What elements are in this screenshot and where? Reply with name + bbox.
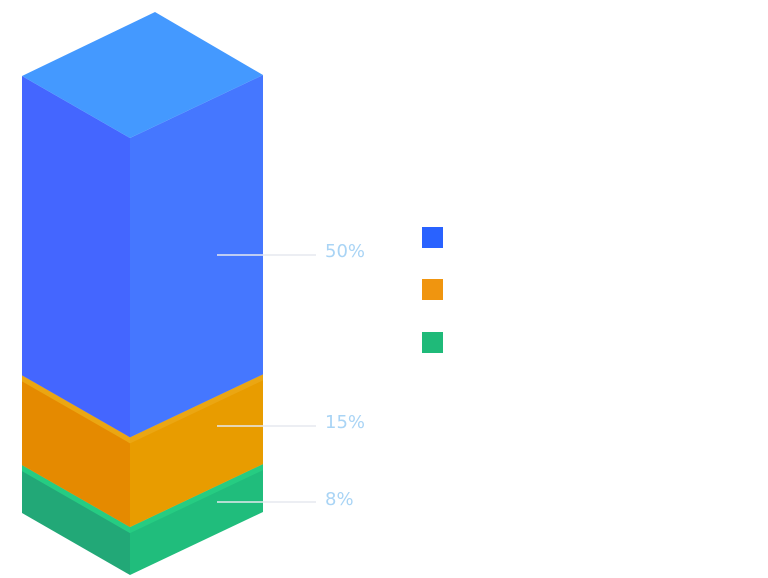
value-label-15pct: 15% — [325, 412, 365, 433]
legend-swatch-50pct — [422, 227, 443, 248]
legend-swatch-15pct — [422, 279, 443, 300]
value-label-50pct: 50% — [325, 241, 365, 262]
legend-swatch-8pct — [422, 332, 443, 353]
column-faces — [22, 12, 263, 575]
legend — [422, 227, 443, 353]
value-label-8pct: 8% — [325, 489, 354, 510]
segment-50pct-right-face — [130, 75, 263, 437]
value-labels: 50% 15% 8% — [325, 241, 365, 510]
segment-50pct-left-face — [22, 76, 130, 437]
